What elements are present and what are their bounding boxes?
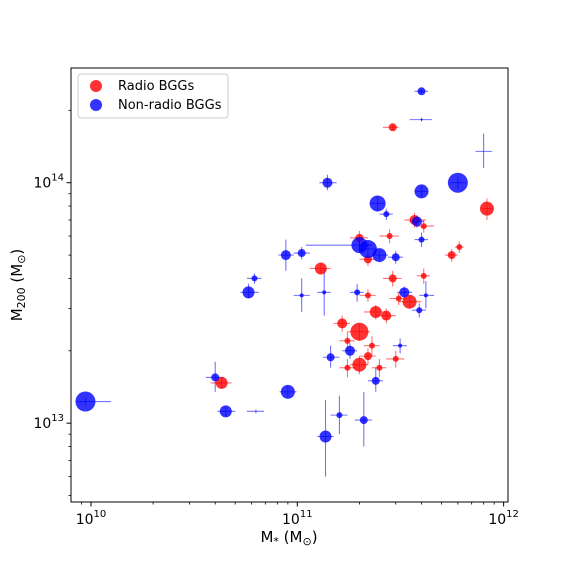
plot-frame: [70, 67, 509, 503]
non-radio-bgg-point: [280, 250, 291, 261]
y-axis-label: M200 (M⊙): [8, 249, 28, 322]
legend-marker-radio: [90, 80, 102, 92]
radio-bgg-point: [420, 223, 427, 230]
radio-bgg-point: [395, 295, 402, 302]
radio-bgg-point: [363, 352, 372, 361]
non-radio-bgg-point: [359, 416, 368, 425]
non-radio-bgg-point: [414, 184, 429, 199]
non-radio-bgg-point: [399, 287, 410, 298]
radio-bgg-point: [376, 364, 383, 371]
y-tick-label: 1013: [33, 413, 64, 432]
non-radio-bgg-point: [326, 353, 335, 362]
non-radio-bgg-point: [391, 253, 400, 262]
radio-bgg-point: [386, 233, 393, 240]
radio-bgg-point: [479, 201, 494, 216]
non-radio-bgg-point: [358, 240, 377, 259]
non-radio-bgg-point: [75, 391, 96, 412]
non-radio-bgg-point: [423, 293, 428, 298]
non-radio-bgg-point: [211, 373, 220, 382]
non-radio-bgg-point: [411, 216, 422, 227]
radio-bgg-point: [392, 355, 399, 362]
x-tick-label: 1012: [488, 509, 519, 528]
legend-box: [77, 73, 229, 119]
radio-bgg-point: [314, 262, 327, 275]
radio-bgg-point: [215, 376, 228, 389]
non-radio-bgg-point: [372, 248, 387, 263]
x-tick-label: 1011: [282, 509, 313, 528]
non-radio-bgg-point: [297, 249, 306, 258]
non-radio-bgg-point: [420, 118, 423, 121]
x-axis-ticks: 1010 1011 1012: [76, 502, 519, 528]
non-radio-bgg-point: [242, 286, 255, 299]
non-radio-bgg-point: [280, 384, 295, 399]
non-radio-bgg-point: [322, 177, 333, 188]
non-radio-bgg-point: [418, 236, 425, 243]
non-radio-bgg-point: [383, 211, 390, 218]
legend: Radio BGGs Non-radio BGGs: [77, 73, 229, 119]
radio-bgg-point: [402, 294, 417, 309]
legend-label-radio: Radio BGGs: [118, 79, 195, 94]
non-radio-bgg-point: [371, 376, 380, 385]
non-radio-bgg-point: [416, 307, 423, 314]
radio-bgg-point: [352, 357, 367, 372]
non-radio-bgg-point: [369, 195, 386, 212]
radio-bgg-point: [388, 274, 397, 283]
radio-bgg-point: [337, 318, 348, 329]
radio-bgg-point: [364, 292, 371, 299]
non-radio-bgg-point: [398, 343, 403, 348]
radio-bgg-point: [388, 123, 397, 132]
non-radio-bgg-point: [344, 345, 355, 356]
radio-bgg-point: [447, 251, 456, 260]
legend-marker-non-radio: [90, 99, 102, 111]
radio-bgg-point: [456, 244, 463, 251]
non-radio-bgg-point: [447, 172, 468, 193]
radio-bgg-point: [420, 272, 427, 279]
non-radio-points-layer: [75, 87, 468, 443]
y-axis-ticks: 1013 1014: [33, 109, 71, 496]
non-radio-bgg-point: [354, 289, 361, 296]
radio-bgg-point: [381, 310, 392, 321]
non-radio-bgg-point: [322, 290, 327, 295]
non-radio-bgg-point: [251, 275, 258, 282]
radio-points-layer: [215, 123, 494, 389]
non-radio-bgg-point: [336, 412, 343, 419]
non-radio-bgg-point: [299, 293, 304, 298]
non-radio-bgg-point: [219, 405, 232, 418]
radio-bgg-point: [369, 305, 382, 318]
radio-bgg-point: [344, 337, 351, 344]
radio-bgg-point: [350, 322, 369, 341]
x-tick-label: 1010: [76, 509, 107, 528]
x-axis-label: M* (M⊙): [260, 528, 317, 548]
y-tick-label: 1014: [33, 173, 64, 192]
non-radio-bgg-point: [417, 87, 426, 96]
non-radio-bgg-point: [319, 430, 332, 443]
radio-bgg-point: [368, 342, 375, 349]
legend-label-non-radio: Non-radio BGGs: [118, 98, 222, 113]
radio-bgg-point: [344, 364, 351, 371]
error-bars-layer: [76, 89, 493, 477]
